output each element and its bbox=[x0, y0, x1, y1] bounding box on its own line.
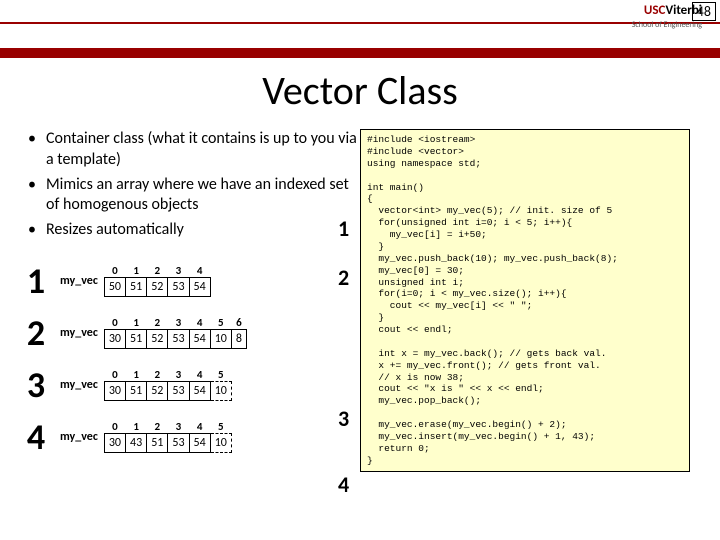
index-header: 4 bbox=[189, 420, 210, 434]
array-cell: 54 bbox=[189, 382, 210, 401]
array-cell: 30 bbox=[104, 330, 125, 349]
array-cell: 52 bbox=[147, 278, 168, 297]
index-header: 2 bbox=[147, 264, 168, 278]
array-cell: 10 bbox=[210, 382, 231, 401]
slide-title: Vector Class bbox=[0, 66, 720, 115]
index-header: 3 bbox=[168, 264, 189, 278]
array-cell: 8 bbox=[231, 330, 246, 349]
index-header: 6 bbox=[231, 316, 246, 330]
array-state-row: 1my_vec012345051525354 bbox=[18, 259, 360, 303]
array-table: 0123456 3051525354108 bbox=[104, 316, 247, 349]
code-box: #include <iostream> #include <vector> us… bbox=[360, 129, 690, 472]
left-column: Container class (what it contains is up … bbox=[0, 129, 360, 472]
index-header: 0 bbox=[104, 420, 125, 434]
logo-school: School of Engineering bbox=[632, 20, 702, 30]
array-cell: 51 bbox=[147, 434, 168, 453]
array-cell: 30 bbox=[104, 382, 125, 401]
array-cell: 50 bbox=[104, 278, 125, 297]
array-cell: 43 bbox=[126, 434, 147, 453]
code-callout-2: 2 bbox=[338, 264, 349, 291]
top-bar: 48 bbox=[0, 0, 720, 24]
index-header: 2 bbox=[147, 316, 168, 330]
index-header: 2 bbox=[147, 420, 168, 434]
array-cell: 51 bbox=[126, 382, 147, 401]
bullet-item: Mimics an array where we have an indexed… bbox=[28, 175, 360, 217]
array-label: my_vec bbox=[60, 378, 98, 392]
array-cell: 51 bbox=[126, 278, 147, 297]
index-header: 5 bbox=[210, 316, 231, 330]
array-cell: 53 bbox=[168, 330, 189, 349]
index-header: 1 bbox=[126, 316, 147, 330]
array-cell: 52 bbox=[147, 382, 168, 401]
state-number: 1 bbox=[18, 259, 54, 303]
content: Container class (what it contains is up … bbox=[0, 129, 720, 472]
array-cell: 54 bbox=[189, 330, 210, 349]
array-cell: 53 bbox=[168, 382, 189, 401]
index-header: 4 bbox=[189, 264, 210, 278]
array-cell: 54 bbox=[189, 278, 210, 297]
index-header: 2 bbox=[147, 368, 168, 382]
array-table: 01234 5051525354 bbox=[104, 264, 211, 297]
index-header: 3 bbox=[168, 368, 189, 382]
index-header: 5 bbox=[210, 368, 231, 382]
array-cell: 53 bbox=[168, 278, 189, 297]
state-number: 4 bbox=[18, 415, 54, 459]
array-cell: 30 bbox=[104, 434, 125, 453]
code-callout-4: 4 bbox=[338, 471, 349, 498]
array-cell: 52 bbox=[147, 330, 168, 349]
index-header: 0 bbox=[104, 368, 125, 382]
array-cell: 10 bbox=[210, 330, 231, 349]
index-header: 1 bbox=[126, 264, 147, 278]
index-header: 3 bbox=[168, 420, 189, 434]
state-number: 2 bbox=[18, 311, 54, 355]
red-band bbox=[0, 48, 720, 58]
array-state-row: 3my_vec012345305152535410 bbox=[18, 363, 360, 407]
state-number: 3 bbox=[18, 363, 54, 407]
array-table: 012345 304351535410 bbox=[104, 420, 232, 453]
code-callout-3: 3 bbox=[338, 405, 349, 432]
index-header: 3 bbox=[168, 316, 189, 330]
array-cell: 51 bbox=[126, 330, 147, 349]
logo: USCViterbi School of Engineering bbox=[632, 4, 702, 30]
array-state-row: 4my_vec012345304351535410 bbox=[18, 415, 360, 459]
tables-wrap: 1my_vec0123450515253542my_vec01234563051… bbox=[18, 259, 360, 459]
index-header: 1 bbox=[126, 420, 147, 434]
bullet-item: Container class (what it contains is up … bbox=[28, 129, 360, 171]
array-state-row: 2my_vec01234563051525354108 bbox=[18, 311, 360, 355]
right-column: 1 2 3 4 #include <iostream> #include <ve… bbox=[360, 129, 690, 472]
logo-viterbi: Viterbi bbox=[665, 3, 702, 18]
bullet-list: Container class (what it contains is up … bbox=[18, 129, 360, 241]
index-header: 0 bbox=[104, 264, 125, 278]
index-header: 4 bbox=[189, 368, 210, 382]
array-cell: 54 bbox=[189, 434, 210, 453]
array-label: my_vec bbox=[60, 274, 98, 288]
code-callout-1: 1 bbox=[338, 215, 349, 242]
index-header: 1 bbox=[126, 368, 147, 382]
array-label: my_vec bbox=[60, 430, 98, 444]
index-header: 0 bbox=[104, 316, 125, 330]
array-label: my_vec bbox=[60, 326, 98, 340]
array-table: 012345 305152535410 bbox=[104, 368, 232, 401]
index-header: 5 bbox=[210, 420, 231, 434]
array-cell: 10 bbox=[210, 434, 231, 453]
bullet-item: Resizes automatically bbox=[28, 220, 360, 241]
array-cell: 53 bbox=[168, 434, 189, 453]
index-header: 4 bbox=[189, 316, 210, 330]
logo-usc: USC bbox=[644, 3, 666, 18]
